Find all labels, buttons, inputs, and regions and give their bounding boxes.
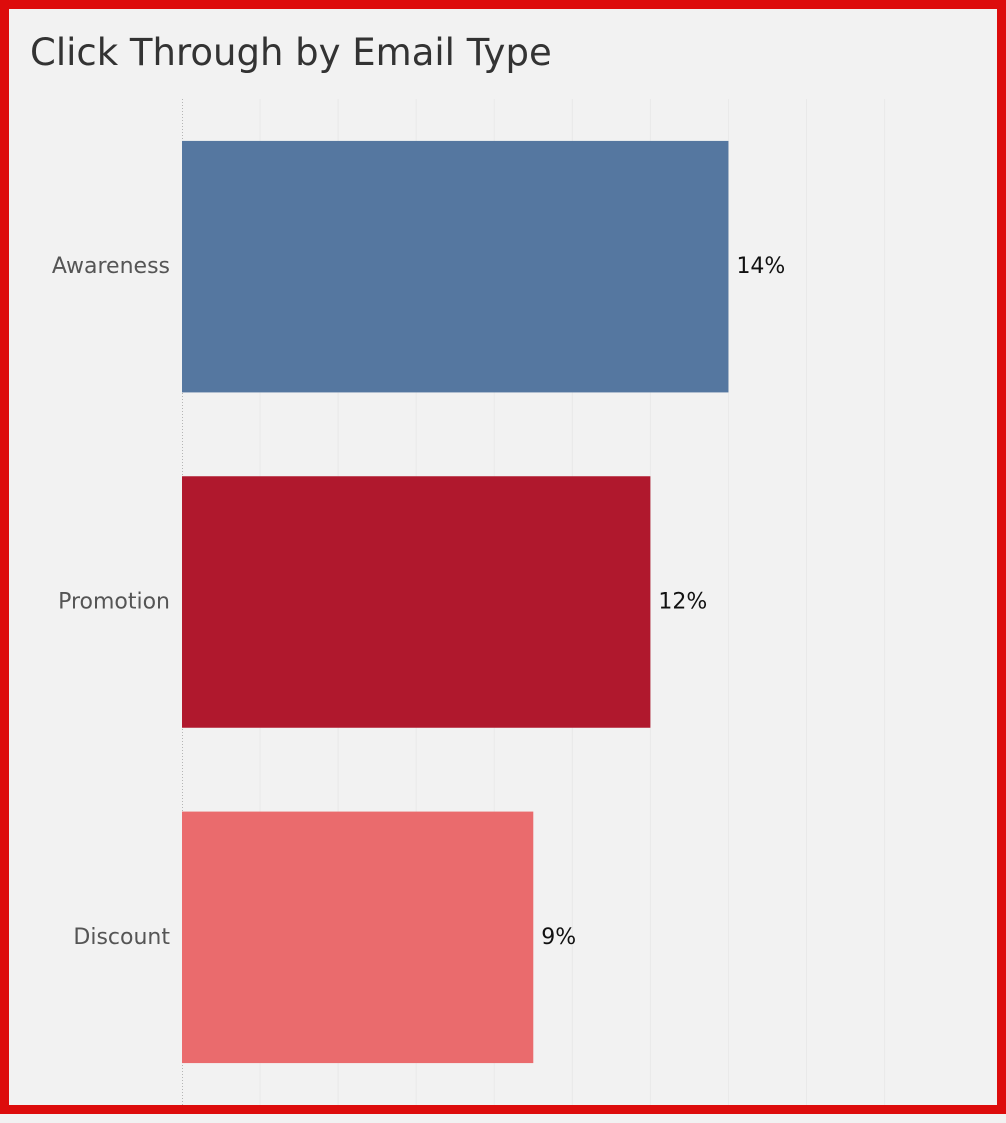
data-label: 12% bbox=[658, 590, 707, 615]
bar-discount[interactable] bbox=[182, 811, 534, 1064]
data-label: 9% bbox=[541, 925, 576, 950]
bar-chart: Awareness 14% Promotion 12% Discount 9% bbox=[52, 99, 886, 1105]
labels: Awareness 14% Promotion 12% Discount 9% bbox=[52, 254, 785, 950]
bar-awareness[interactable] bbox=[182, 140, 729, 393]
data-label: 14% bbox=[736, 254, 785, 279]
category-label: Promotion bbox=[58, 590, 170, 615]
category-label: Discount bbox=[73, 925, 170, 950]
chart-title: Click Through by Email Type bbox=[30, 31, 552, 74]
bar-promotion[interactable] bbox=[182, 476, 651, 728]
bars bbox=[182, 140, 729, 1064]
category-label: Awareness bbox=[52, 254, 170, 279]
